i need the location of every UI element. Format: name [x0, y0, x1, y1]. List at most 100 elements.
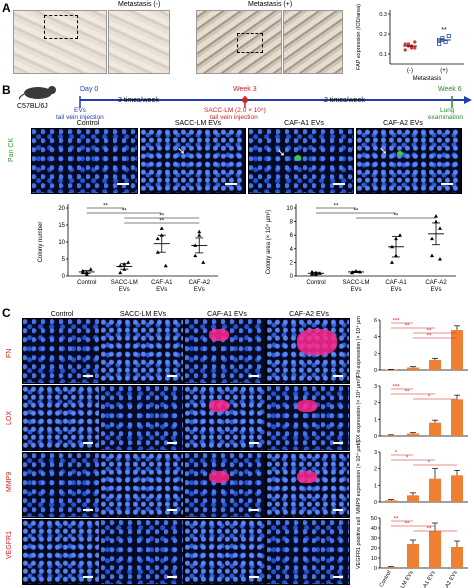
c-row-label-mmp9: MMP9 [6, 471, 13, 492]
y-tick-label: 0 [374, 434, 377, 440]
data-point [443, 40, 448, 45]
red-signal [297, 329, 337, 355]
c-image-lox-0 [22, 385, 100, 451]
zoom-box [237, 33, 263, 53]
significance-label: ** [394, 214, 399, 220]
y-tick-label: 2 [374, 351, 377, 357]
y-tick-label: 2 [374, 401, 377, 407]
scale-bar [333, 183, 345, 185]
data-point [413, 46, 417, 50]
week6-label: Week 6 [438, 86, 462, 93]
y-tick-label: 6 [374, 318, 377, 324]
significance-label: ** [405, 390, 410, 396]
x-tick-label: SACC-LM [342, 280, 369, 286]
y-tick-label: 0 [62, 274, 66, 280]
x-tick-label: EVs [390, 287, 401, 293]
mouse-strain-label: C57BL/6J [17, 103, 48, 110]
c-image-mmp9-1 [100, 452, 184, 518]
panel-b-letter: B [2, 83, 11, 97]
data-point [406, 42, 410, 46]
red-signal [209, 400, 229, 412]
c-image-fn-1 [100, 318, 184, 384]
significance-label: ** [441, 27, 447, 34]
y-tick-label: 1 [374, 417, 377, 423]
c-image-vegfr1-3 [266, 519, 350, 585]
panel-a-letter: A [2, 1, 11, 15]
tail-vein-label: tail vein injection [56, 114, 104, 121]
bar [451, 399, 463, 436]
x-tick-label: EVs [430, 287, 441, 293]
y-tick-label: 8 [290, 220, 294, 226]
data-point [155, 236, 160, 241]
c-image-vegfr1-2 [184, 519, 266, 585]
scale-bar [249, 576, 259, 578]
bar [385, 369, 397, 371]
y-axis-label: VEGFR1 positive cell [356, 517, 362, 569]
y-tick-label: 30 [371, 536, 377, 542]
day0-label: Day 0 [80, 86, 99, 93]
data-point [126, 260, 131, 264]
zoom-box [44, 15, 78, 39]
data-point [403, 48, 407, 52]
data-point [193, 253, 198, 258]
data-point [430, 253, 434, 258]
scale-bar [249, 375, 259, 377]
x-tick-label: EVs [156, 287, 167, 293]
bar [429, 360, 441, 370]
panck-sacc-image: ➘ [140, 128, 246, 194]
x-tick-label: Control [379, 570, 393, 588]
x-tick-label: CAF-A2 [425, 280, 447, 286]
bar [429, 422, 441, 436]
y-tick-label: 2 [374, 467, 377, 473]
ihc-metastasis-pos-overview [196, 10, 282, 74]
bar [451, 330, 463, 370]
x-tick-label: CAF-A1 [151, 280, 173, 286]
bar [407, 433, 419, 436]
significance-label: ** [334, 204, 339, 210]
chart-a-fap: 0.1 0.2 0.3 FAP expression (IOD/area) (-) (+)… [356, 4, 464, 82]
significance-label: ** [122, 209, 127, 215]
c-image-vegfr1-0 [22, 519, 100, 585]
panck-control-image [31, 128, 138, 194]
y-tick-label: 0 [374, 566, 377, 572]
y-tick-label: 0.2 [379, 32, 387, 38]
lung-label: Lung [440, 107, 455, 114]
red-signal [297, 400, 317, 412]
data-point [197, 233, 202, 237]
evs-label: EVs [74, 107, 86, 114]
significance-label: ** [405, 324, 410, 330]
week3-label: Week 3 [233, 86, 257, 93]
significance-label: *** [392, 319, 400, 325]
y-tick-label: 40 [371, 526, 377, 532]
metastasis-pos-label: Metastasis (+) [248, 1, 293, 8]
data-point [413, 40, 417, 44]
data-point [434, 214, 438, 218]
significance-label: ** [427, 329, 432, 335]
y-tick-label: 3 [374, 450, 377, 456]
bar [407, 495, 419, 502]
examination-label: examination [428, 114, 464, 121]
y-tick-label: 2 [290, 260, 294, 266]
y-tick-label: 15 [58, 223, 65, 229]
ihc-metastasis-neg-zoom [108, 10, 170, 74]
timeline [79, 96, 472, 108]
significance-label: *** [392, 385, 400, 391]
y-tick-label: 6 [290, 233, 294, 239]
significance-label: ** [103, 204, 108, 210]
scale-bar [249, 442, 259, 444]
c-row-label-lox: LOX [6, 410, 13, 425]
significance-label: ** [405, 522, 410, 528]
y-tick-label: 10 [58, 240, 65, 246]
y-tick-label: 50 [371, 516, 377, 522]
y-tick-label: 0.1 [379, 52, 387, 58]
data-point [118, 270, 123, 275]
scale-bar [167, 375, 177, 377]
data-point [403, 42, 407, 46]
significance-label: ** [394, 517, 399, 523]
red-signal [209, 471, 229, 483]
y-tick-label: 10 [371, 556, 377, 562]
y-tick-label: 10 [286, 206, 293, 212]
x-tick-label: Control [306, 280, 325, 286]
x-tick-label: EVs [119, 287, 130, 293]
x-tick-label: EVs [194, 287, 205, 293]
